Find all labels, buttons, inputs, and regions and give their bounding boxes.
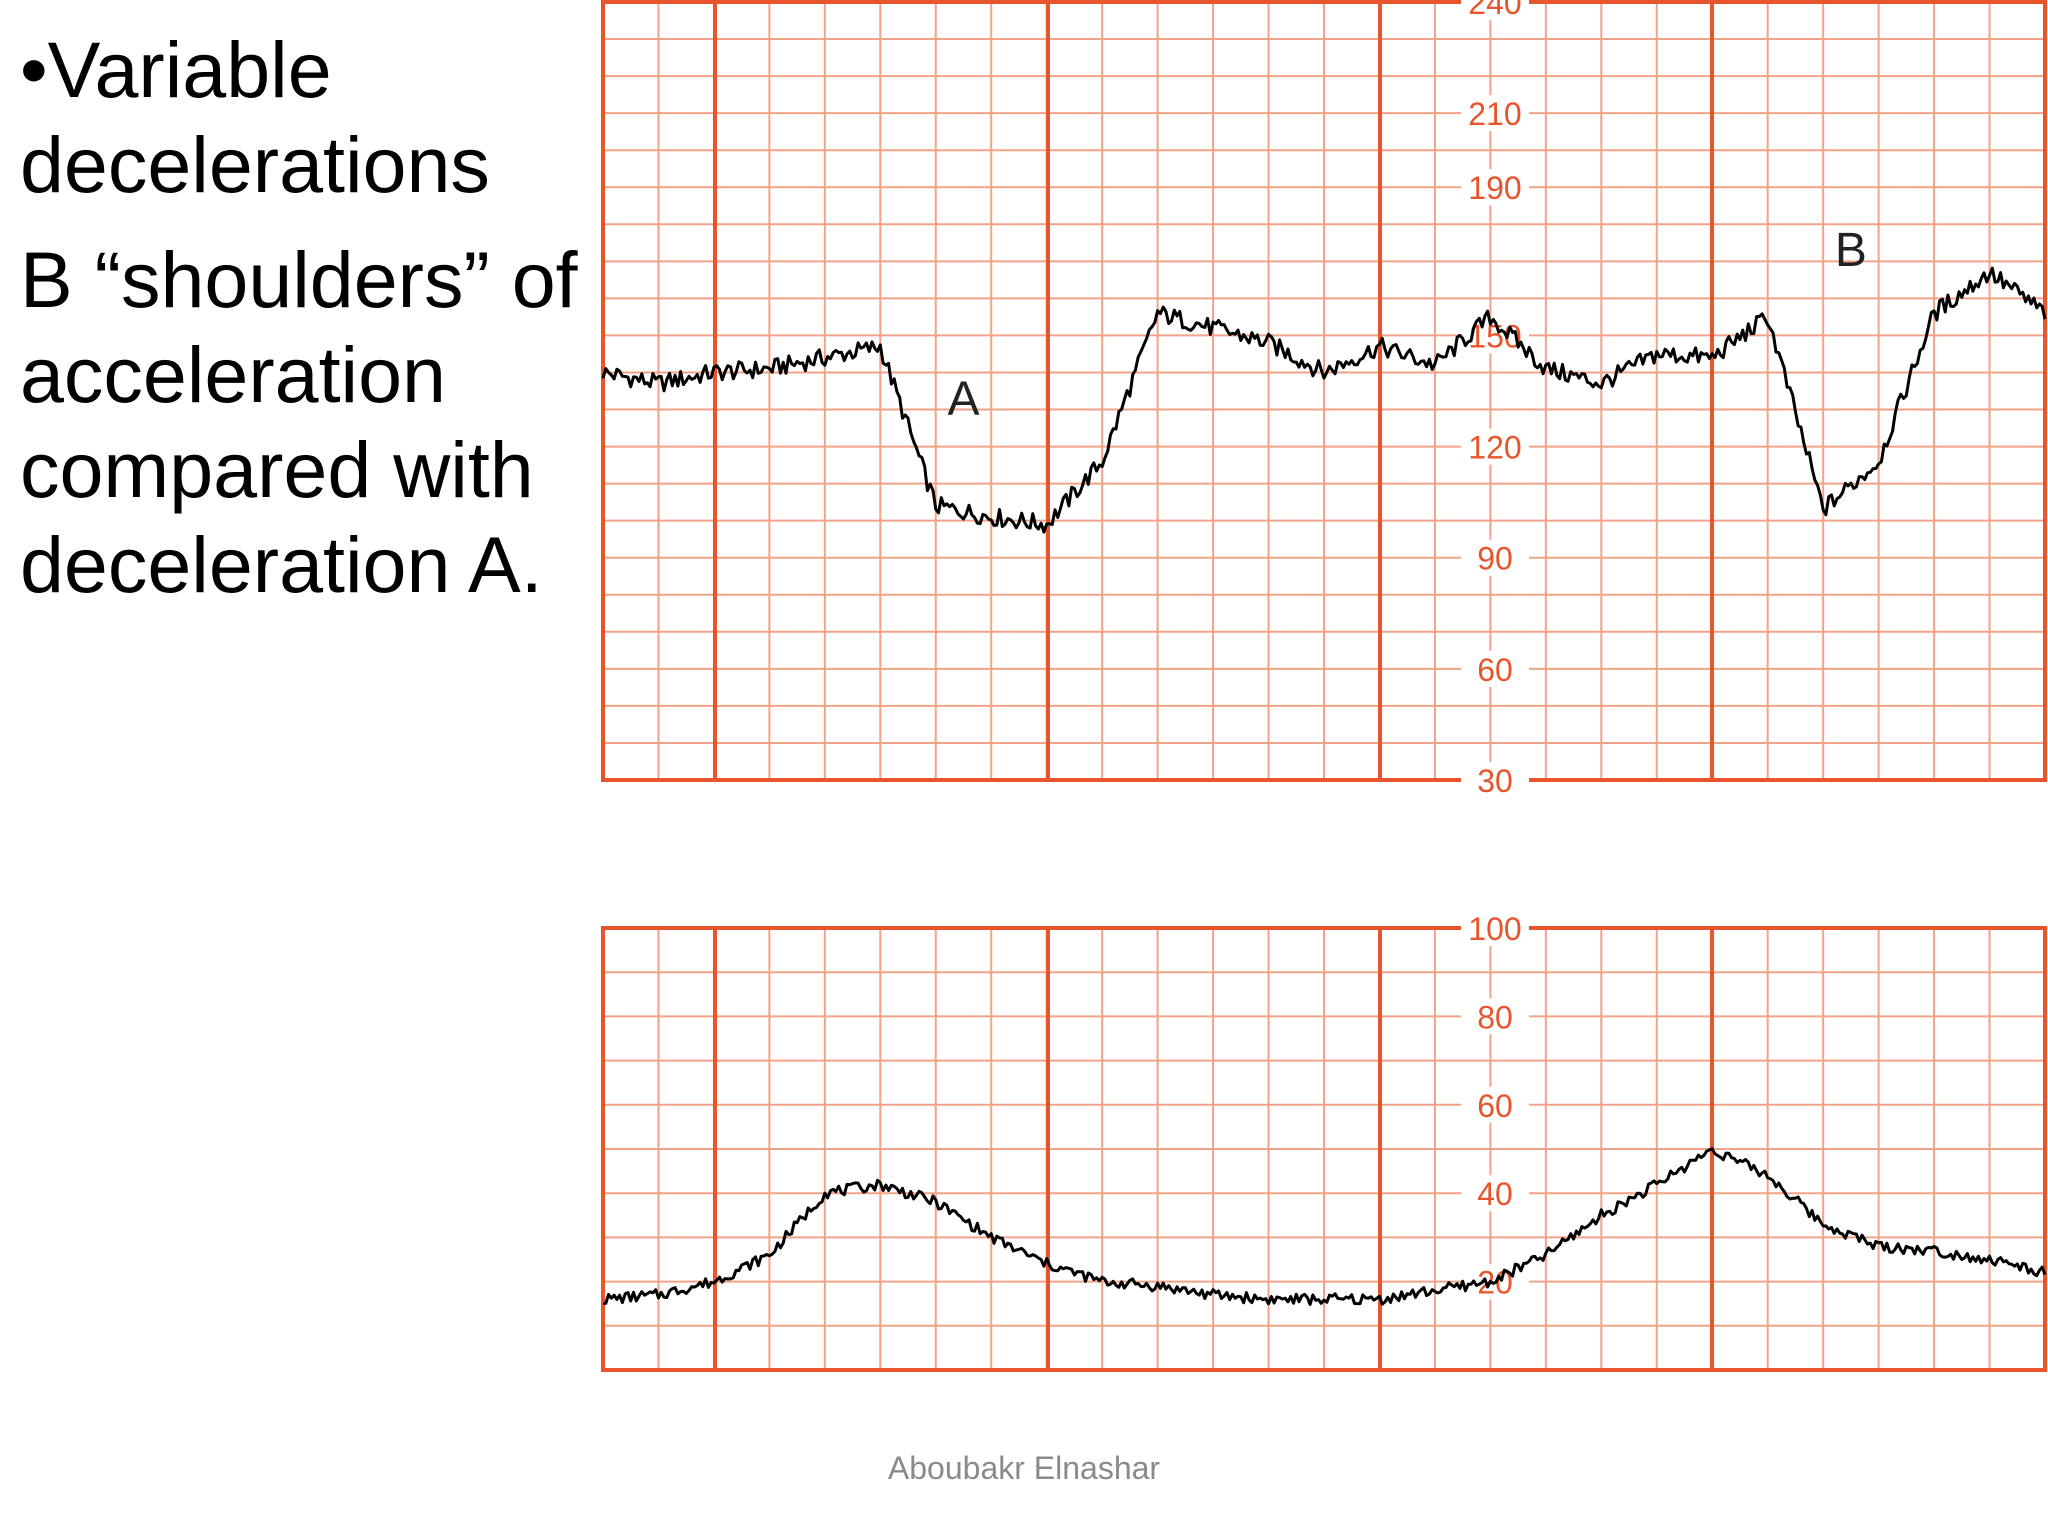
trace-point	[2043, 1271, 2047, 1275]
trace-point	[1544, 1253, 1548, 1257]
trace-point	[878, 1182, 882, 1186]
trace-point	[1655, 1182, 1659, 1186]
trace-point	[1710, 1147, 1714, 1151]
trace-point	[989, 515, 993, 519]
trace-point	[1599, 382, 1603, 386]
trace-point	[1877, 459, 1881, 463]
trace-point	[712, 1280, 716, 1284]
tick-label-background	[1461, 1175, 1529, 1212]
tick-label-background	[1461, 650, 1529, 687]
trace-point	[1100, 459, 1104, 463]
slide-text: •Variable decelerations B “shoulders” of…	[20, 22, 600, 612]
trace-point	[767, 367, 771, 371]
trace-point	[1655, 352, 1659, 356]
trace-point	[1156, 311, 1160, 315]
tick-label: 240	[1468, 0, 1521, 21]
trace-point	[878, 345, 882, 349]
tick-label-background	[1461, 428, 1529, 465]
trace-point	[823, 356, 827, 360]
tick-label-background	[1461, 95, 1529, 132]
tick-label-background	[1461, 998, 1529, 1035]
bullet-heading: •Variable decelerations	[20, 25, 490, 209]
tick-label-background	[1461, 169, 1529, 206]
trace-point	[656, 382, 660, 386]
trace-line	[602, 1147, 2047, 1306]
tick-label: 60	[1477, 652, 1513, 688]
trace-point	[989, 1235, 993, 1239]
trace-point	[1211, 326, 1215, 330]
trace-point	[712, 370, 716, 374]
tick-label: 120	[1468, 430, 1521, 466]
trace-point	[1045, 522, 1049, 526]
tick-label-background	[1461, 910, 1529, 946]
trace-point	[1988, 1258, 1992, 1262]
trace-point	[934, 1200, 938, 1204]
trace-point	[823, 1191, 827, 1195]
trace-point	[1932, 311, 1936, 315]
trace-point	[1211, 1293, 1215, 1297]
trace-point	[601, 370, 605, 374]
trace-point	[1322, 1297, 1326, 1301]
trace-point	[1766, 1174, 1770, 1178]
trace-point	[1932, 1249, 1936, 1253]
trace-point	[1045, 1262, 1049, 1266]
trace-point	[1322, 370, 1326, 374]
trace-point	[1766, 315, 1770, 319]
tick-label-background	[1461, 0, 1529, 20]
chart-frame	[601, 0, 2047, 782]
trace-point	[1433, 1288, 1437, 1292]
footer-author: Aboubakr Elnashar	[887, 1450, 1161, 1486]
tick-label-background	[1461, 539, 1529, 576]
trace-point	[1433, 363, 1437, 367]
tick-label-background	[1461, 1086, 1529, 1123]
trace-point	[1544, 367, 1548, 371]
chart-frame	[601, 926, 2047, 1372]
trace-point	[601, 1297, 605, 1301]
tick-label: 210	[1468, 96, 1521, 132]
trace-point	[1821, 508, 1825, 512]
trace-point	[1156, 1284, 1160, 1288]
trace-point	[1821, 1222, 1825, 1226]
trace-point	[1267, 1297, 1271, 1301]
tick-label: 90	[1477, 541, 1513, 577]
tick-label: 190	[1468, 170, 1521, 206]
trace-point	[1267, 341, 1271, 345]
trace-point	[1377, 345, 1381, 349]
trace-point	[1877, 1244, 1881, 1248]
trace-point	[2043, 311, 2047, 315]
tick-label-background	[1461, 762, 1529, 798]
tick-label: 60	[1477, 1088, 1513, 1124]
trace-point	[656, 1293, 660, 1297]
tick-label: 100	[1468, 911, 1521, 947]
trace-point	[1488, 1280, 1492, 1284]
trace-point	[1988, 270, 1992, 274]
trace-line	[601, 266, 2047, 534]
trace-point	[1100, 1280, 1104, 1284]
trace-point	[1599, 1213, 1603, 1217]
tick-label: 80	[1477, 999, 1513, 1035]
description-text: B “shoulders” of acceleration compared w…	[20, 235, 578, 609]
tick-label: 40	[1477, 1176, 1513, 1212]
trace-point	[1488, 315, 1492, 319]
trace-point	[1377, 1297, 1381, 1301]
annotation-label: B	[1835, 224, 1867, 277]
trace-point	[1710, 356, 1714, 360]
tick-label: 30	[1477, 763, 1513, 799]
trace-point	[767, 1253, 771, 1257]
trace-point	[934, 504, 938, 508]
annotation-label: A	[947, 372, 979, 425]
